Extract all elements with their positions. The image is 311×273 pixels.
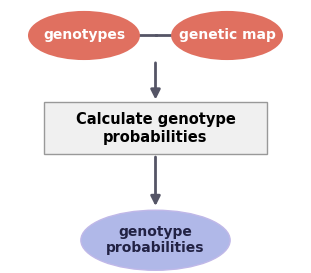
Ellipse shape (28, 11, 140, 60)
Ellipse shape (171, 11, 283, 60)
Text: genetic map: genetic map (179, 28, 276, 43)
Bar (44, 102, 267, 154)
Ellipse shape (81, 210, 230, 270)
Text: genotypes: genotypes (43, 28, 125, 43)
Text: genotype
probabilities: genotype probabilities (106, 225, 205, 255)
Text: Calculate genotype
probabilities: Calculate genotype probabilities (76, 112, 235, 144)
